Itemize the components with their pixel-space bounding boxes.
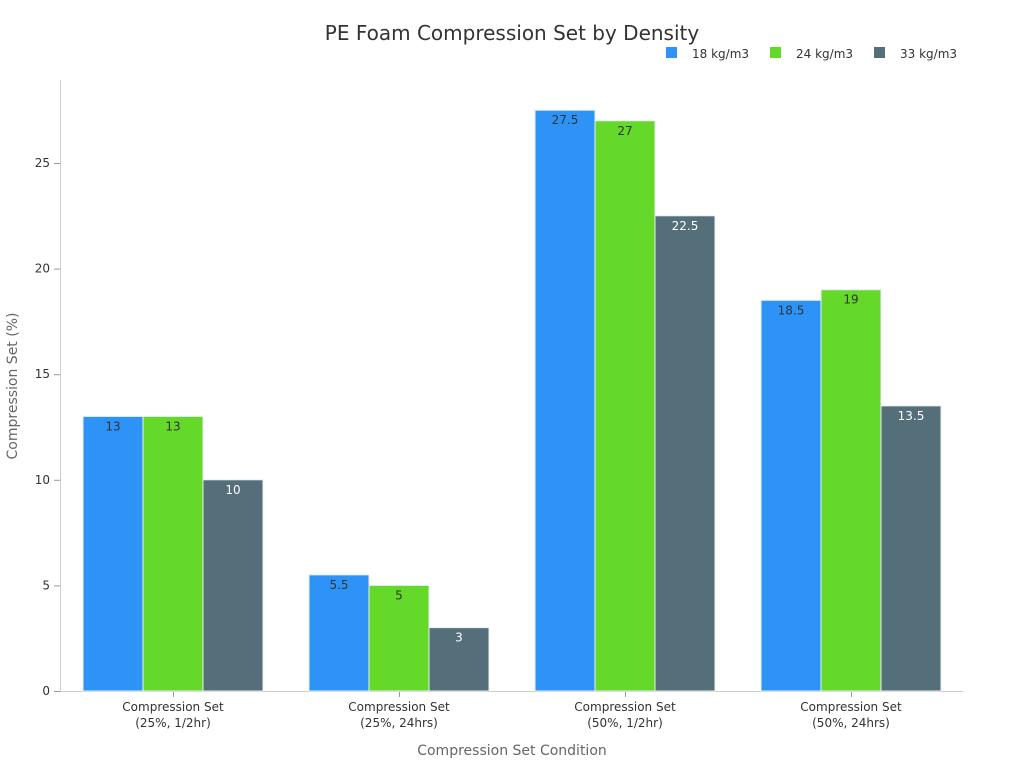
x-tick-label: Compression Set [574, 700, 676, 714]
x-tick-label: (50%, 1/2hr) [587, 716, 663, 730]
legend-swatch [770, 47, 781, 58]
data-label: 3 [455, 631, 463, 645]
bar[interactable] [202, 479, 264, 692]
legend: 18 kg/m3 24 kg/m3 33 kg/m3 [666, 47, 957, 61]
x-tick-label: (50%, 24hrs) [812, 716, 890, 730]
data-label: 5.5 [329, 578, 348, 592]
x-tick-label: Compression Set [800, 700, 902, 714]
legend-label[interactable]: 33 kg/m3 [900, 47, 957, 61]
bar[interactable] [534, 109, 596, 692]
x-tick-label: Compression Set [122, 700, 224, 714]
bar[interactable] [594, 120, 656, 692]
y-tick-label: 15 [35, 367, 50, 381]
y-tick-label: 20 [35, 262, 50, 276]
chart-title: PE Foam Compression Set by Density [325, 21, 700, 45]
x-axis-label: Compression Set Condition [417, 743, 607, 759]
y-axis-ticks: 0 5 10 15 20 25 [35, 156, 60, 698]
legend-swatch [874, 47, 885, 58]
legend-label[interactable]: 18 kg/m3 [692, 47, 749, 61]
y-axis-label: Compression Set (%) [5, 313, 21, 460]
bar[interactable] [820, 289, 882, 692]
data-label: 27 [617, 124, 632, 138]
legend-swatch [666, 47, 677, 58]
y-tick-label: 25 [35, 156, 50, 170]
bar[interactable] [654, 215, 716, 692]
data-label: 10 [225, 483, 240, 497]
x-tick-label: (25%, 1/2hr) [135, 716, 211, 730]
y-tick-label: 0 [42, 684, 50, 698]
data-label: 18.5 [778, 303, 805, 317]
data-label: 19 [843, 293, 858, 307]
data-label: 13 [105, 419, 120, 433]
bar[interactable] [880, 405, 942, 692]
x-axis-ticks: Compression Set (25%, 1/2hr) Compression S… [122, 692, 902, 730]
data-label: 13 [165, 419, 180, 433]
x-tick-label: Compression Set [348, 700, 450, 714]
y-tick-label: 5 [42, 578, 50, 592]
data-label: 13.5 [898, 409, 925, 423]
data-label: 22.5 [672, 219, 699, 233]
bar[interactable] [82, 415, 144, 692]
y-tick-label: 10 [35, 473, 50, 487]
bar[interactable] [142, 415, 204, 692]
bar[interactable] [368, 584, 430, 692]
bar[interactable] [760, 299, 822, 692]
bar[interactable] [308, 574, 370, 692]
data-label: 5 [395, 588, 403, 602]
bars: 13 13 10 5.5 5 3 27.5 27 22.5 18.5 19 13.5 [82, 109, 942, 692]
data-label: 27.5 [552, 113, 579, 127]
x-tick-label: (25%, 24hrs) [360, 716, 438, 730]
legend-label[interactable]: 24 kg/m3 [796, 47, 853, 61]
bar[interactable] [428, 627, 490, 692]
